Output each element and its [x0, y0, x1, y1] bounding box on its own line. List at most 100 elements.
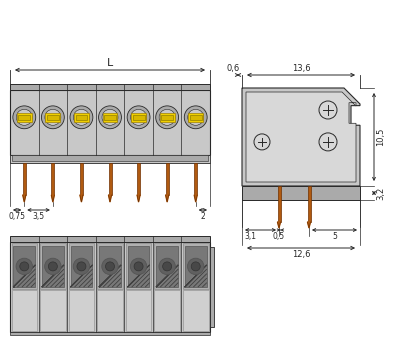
- Bar: [133, 114, 144, 120]
- Bar: [80, 163, 83, 195]
- Bar: [10, 236, 210, 242]
- Bar: [102, 113, 118, 121]
- Bar: [42, 246, 64, 287]
- Text: 5: 5: [332, 232, 337, 241]
- Bar: [40, 243, 66, 289]
- Bar: [160, 113, 174, 121]
- Circle shape: [74, 109, 90, 125]
- Circle shape: [102, 109, 118, 125]
- Text: 0,5: 0,5: [273, 232, 285, 241]
- Bar: [156, 246, 178, 287]
- Text: 3,5: 3,5: [32, 212, 45, 221]
- Bar: [161, 114, 173, 120]
- Bar: [10, 90, 210, 155]
- Bar: [104, 114, 116, 120]
- Bar: [69, 243, 94, 289]
- Text: 0,6: 0,6: [226, 64, 240, 73]
- Bar: [46, 113, 60, 121]
- Bar: [242, 186, 360, 200]
- Circle shape: [45, 109, 61, 125]
- Bar: [14, 246, 35, 287]
- Bar: [194, 163, 197, 195]
- Circle shape: [16, 258, 32, 275]
- Circle shape: [163, 262, 172, 271]
- Text: 3,1: 3,1: [244, 232, 256, 241]
- Bar: [278, 186, 280, 222]
- Bar: [128, 246, 149, 287]
- Circle shape: [156, 106, 178, 129]
- Bar: [17, 113, 32, 121]
- Bar: [97, 243, 123, 289]
- Bar: [71, 246, 92, 287]
- Bar: [99, 246, 121, 287]
- Bar: [74, 113, 89, 121]
- Bar: [126, 243, 151, 289]
- Polygon shape: [308, 222, 310, 228]
- Bar: [10, 242, 210, 332]
- Bar: [40, 290, 66, 331]
- Circle shape: [42, 106, 64, 129]
- Bar: [23, 163, 26, 195]
- Bar: [210, 247, 214, 327]
- Bar: [76, 114, 87, 120]
- Circle shape: [73, 258, 90, 275]
- Circle shape: [16, 109, 32, 125]
- Bar: [188, 113, 203, 121]
- Circle shape: [159, 258, 175, 275]
- Circle shape: [127, 106, 150, 129]
- Bar: [51, 163, 54, 195]
- Bar: [131, 113, 146, 121]
- Polygon shape: [194, 195, 197, 202]
- Circle shape: [48, 262, 57, 271]
- Bar: [108, 163, 112, 195]
- Bar: [10, 84, 210, 90]
- Circle shape: [106, 262, 114, 271]
- Bar: [12, 243, 37, 289]
- Text: 10,5: 10,5: [376, 128, 385, 146]
- Bar: [308, 186, 310, 222]
- Circle shape: [45, 258, 61, 275]
- Circle shape: [134, 262, 143, 271]
- Polygon shape: [246, 92, 356, 182]
- Bar: [12, 290, 37, 331]
- Bar: [154, 243, 180, 289]
- Bar: [10, 332, 210, 335]
- Bar: [47, 114, 59, 120]
- Bar: [10, 155, 210, 163]
- Circle shape: [184, 106, 207, 129]
- Polygon shape: [137, 195, 140, 202]
- Polygon shape: [80, 195, 83, 202]
- Circle shape: [77, 262, 86, 271]
- Polygon shape: [108, 195, 112, 202]
- Bar: [185, 246, 206, 287]
- Circle shape: [98, 106, 122, 129]
- Bar: [190, 114, 202, 120]
- Text: 12,6: 12,6: [292, 250, 310, 259]
- Text: 2: 2: [200, 212, 205, 221]
- Polygon shape: [51, 195, 54, 202]
- Circle shape: [130, 258, 147, 275]
- Text: L: L: [107, 58, 113, 68]
- Bar: [183, 243, 208, 289]
- Bar: [97, 290, 123, 331]
- Circle shape: [102, 258, 118, 275]
- Text: 3,2: 3,2: [376, 186, 385, 200]
- Text: 13,6: 13,6: [292, 64, 310, 73]
- Bar: [183, 290, 208, 331]
- Polygon shape: [166, 195, 169, 202]
- Polygon shape: [278, 222, 280, 228]
- Circle shape: [159, 109, 175, 125]
- Circle shape: [130, 109, 146, 125]
- Circle shape: [20, 262, 29, 271]
- Polygon shape: [242, 88, 360, 186]
- Bar: [12, 155, 208, 161]
- Polygon shape: [23, 195, 26, 202]
- Text: 0,75: 0,75: [9, 212, 26, 221]
- Bar: [126, 290, 151, 331]
- Bar: [154, 290, 180, 331]
- Bar: [69, 290, 94, 331]
- Bar: [166, 163, 169, 195]
- Circle shape: [70, 106, 93, 129]
- Bar: [137, 163, 140, 195]
- Circle shape: [13, 106, 36, 129]
